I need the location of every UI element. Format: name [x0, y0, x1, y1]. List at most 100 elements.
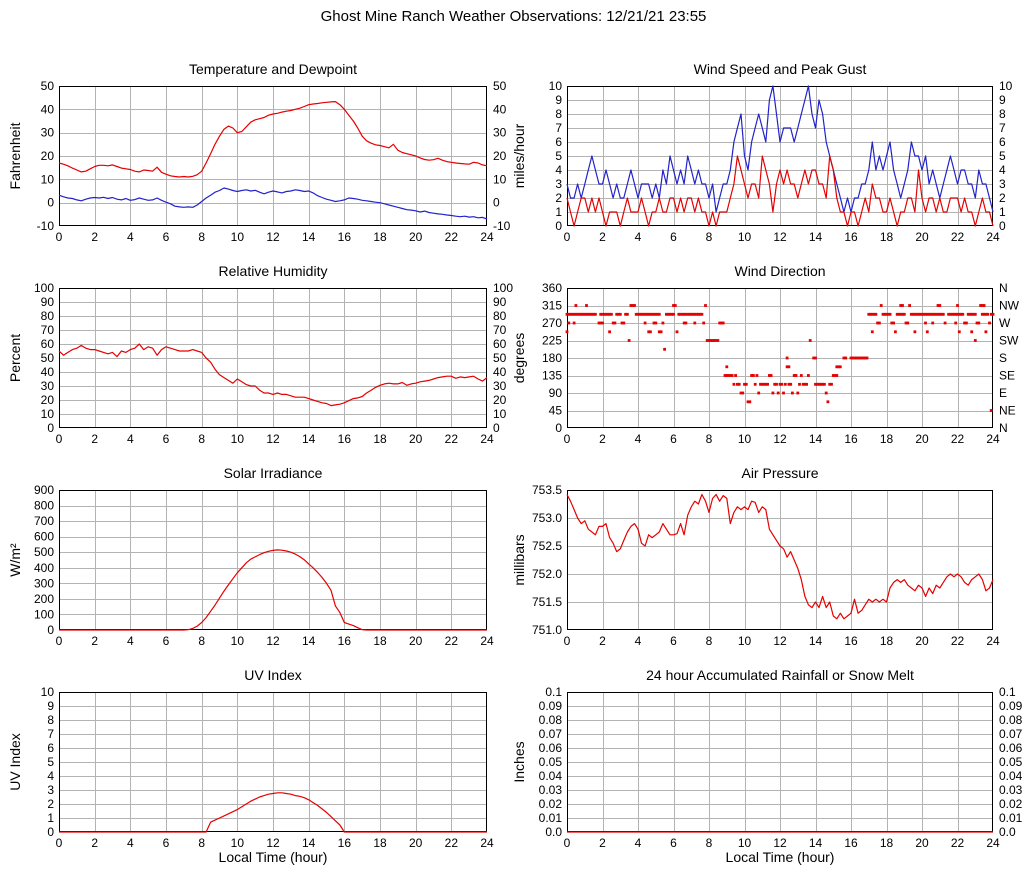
svg-text:20: 20	[409, 836, 423, 850]
svg-text:0.0: 0.0	[545, 825, 562, 839]
svg-text:100: 100	[493, 281, 513, 295]
svg-text:16: 16	[338, 230, 352, 244]
svg-text:6: 6	[999, 135, 1006, 149]
chart-rainfall: 0.0 0.00.01 0.010.02 0.020.03 0.030.04 0.040.…	[511, 667, 1023, 865]
svg-text:14: 14	[302, 230, 316, 244]
chart-title: Wind Speed and Peak Gust	[694, 61, 867, 77]
svg-text:0: 0	[564, 634, 571, 648]
svg-text:20: 20	[493, 149, 507, 163]
svg-text:8: 8	[47, 713, 54, 727]
svg-text:7: 7	[999, 121, 1006, 135]
plot-frame	[59, 288, 487, 428]
svg-text:14: 14	[809, 230, 823, 244]
svg-text:20: 20	[409, 230, 423, 244]
svg-text:1: 1	[555, 205, 562, 219]
svg-text:30: 30	[41, 126, 55, 140]
svg-text:W: W	[999, 316, 1011, 330]
svg-text:50: 50	[493, 351, 507, 365]
svg-text:20: 20	[409, 634, 423, 648]
svg-text:14: 14	[302, 432, 316, 446]
svg-text:30: 30	[493, 379, 507, 393]
svg-text:20: 20	[915, 634, 929, 648]
svg-text:30: 30	[493, 126, 507, 140]
y-axis-label: degrees	[511, 333, 527, 384]
svg-text:6: 6	[670, 836, 677, 850]
svg-text:400: 400	[34, 561, 54, 575]
svg-text:18: 18	[880, 836, 894, 850]
svg-text:24: 24	[480, 634, 494, 648]
chart-title: 24 hour Accumulated Rainfall or Snow Mel…	[646, 667, 914, 683]
svg-text:753.0: 753.0	[532, 511, 562, 525]
svg-text:0.01: 0.01	[999, 811, 1023, 825]
svg-text:0: 0	[56, 634, 63, 648]
chart-title: Wind Direction	[734, 263, 825, 279]
svg-text:6: 6	[163, 230, 170, 244]
svg-text:14: 14	[302, 836, 316, 850]
svg-text:2: 2	[91, 230, 98, 244]
svg-text:4: 4	[127, 230, 134, 244]
svg-text:S: S	[999, 351, 1007, 365]
svg-text:2: 2	[91, 634, 98, 648]
svg-text:16: 16	[338, 432, 352, 446]
svg-text:10: 10	[738, 634, 752, 648]
svg-text:SW: SW	[999, 334, 1019, 348]
svg-text:24: 24	[480, 432, 494, 446]
svg-text:24: 24	[986, 230, 1000, 244]
svg-text:20: 20	[493, 393, 507, 407]
svg-text:12: 12	[773, 836, 787, 850]
svg-text:12: 12	[773, 230, 787, 244]
svg-text:16: 16	[844, 836, 858, 850]
svg-text:E: E	[999, 386, 1007, 400]
chart-title: Air Pressure	[741, 465, 818, 481]
plot-frame	[567, 86, 993, 226]
x-axis-tick-labels: 0 2 4 6 8 10 12 14 16 18 20 22 24	[56, 836, 494, 850]
svg-text:8: 8	[198, 432, 205, 446]
svg-text:700: 700	[34, 514, 54, 528]
svg-text:12: 12	[266, 634, 280, 648]
svg-text:0: 0	[999, 219, 1006, 233]
svg-text:0: 0	[47, 421, 54, 435]
y-axis-tick-labels: -10 -10 0 0 10 10 20 20 30 30 40 40 50 50	[37, 79, 511, 233]
svg-text:100: 100	[34, 607, 54, 621]
svg-text:315: 315	[542, 299, 562, 313]
svg-text:751.5: 751.5	[532, 595, 562, 609]
svg-text:20: 20	[915, 432, 929, 446]
grid	[59, 86, 487, 226]
svg-text:1: 1	[47, 811, 54, 825]
series-temperature	[58, 100, 488, 178]
x-axis-tick-labels: 0 2 4 6 8 10 12 14 16 18 20 22 24	[564, 432, 1000, 446]
y-axis-label: Fahrenheit	[7, 122, 23, 189]
x-axis-tick-labels: 0 2 4 6 8 10 12 14 16 18 20 22 24	[56, 432, 494, 446]
svg-text:NW: NW	[999, 299, 1020, 313]
svg-text:16: 16	[844, 634, 858, 648]
svg-text:5: 5	[555, 149, 562, 163]
svg-text:10: 10	[549, 79, 563, 93]
svg-text:14: 14	[809, 634, 823, 648]
plot-frame	[567, 490, 993, 630]
svg-text:90: 90	[549, 386, 563, 400]
svg-text:0.05: 0.05	[539, 755, 563, 769]
series-uv-index	[59, 792, 487, 833]
grid	[59, 288, 487, 428]
svg-text:4: 4	[635, 432, 642, 446]
page-title: Ghost Mine Ranch Weather Observations: 1…	[320, 8, 707, 25]
chart-title: Relative Humidity	[219, 263, 328, 279]
svg-text:100: 100	[34, 281, 54, 295]
svg-text:500: 500	[34, 545, 54, 559]
svg-text:16: 16	[844, 432, 858, 446]
svg-text:2: 2	[599, 432, 606, 446]
svg-text:7: 7	[47, 727, 54, 741]
svg-text:50: 50	[41, 79, 55, 93]
svg-text:8: 8	[706, 634, 713, 648]
svg-text:0: 0	[493, 421, 500, 435]
svg-text:0.05: 0.05	[999, 755, 1023, 769]
svg-text:6: 6	[670, 634, 677, 648]
svg-text:80: 80	[493, 309, 507, 323]
svg-text:10: 10	[493, 407, 507, 421]
svg-text:-10: -10	[493, 219, 511, 233]
series-relative-humidity	[58, 343, 488, 407]
svg-text:6: 6	[163, 634, 170, 648]
svg-text:4: 4	[635, 836, 642, 850]
